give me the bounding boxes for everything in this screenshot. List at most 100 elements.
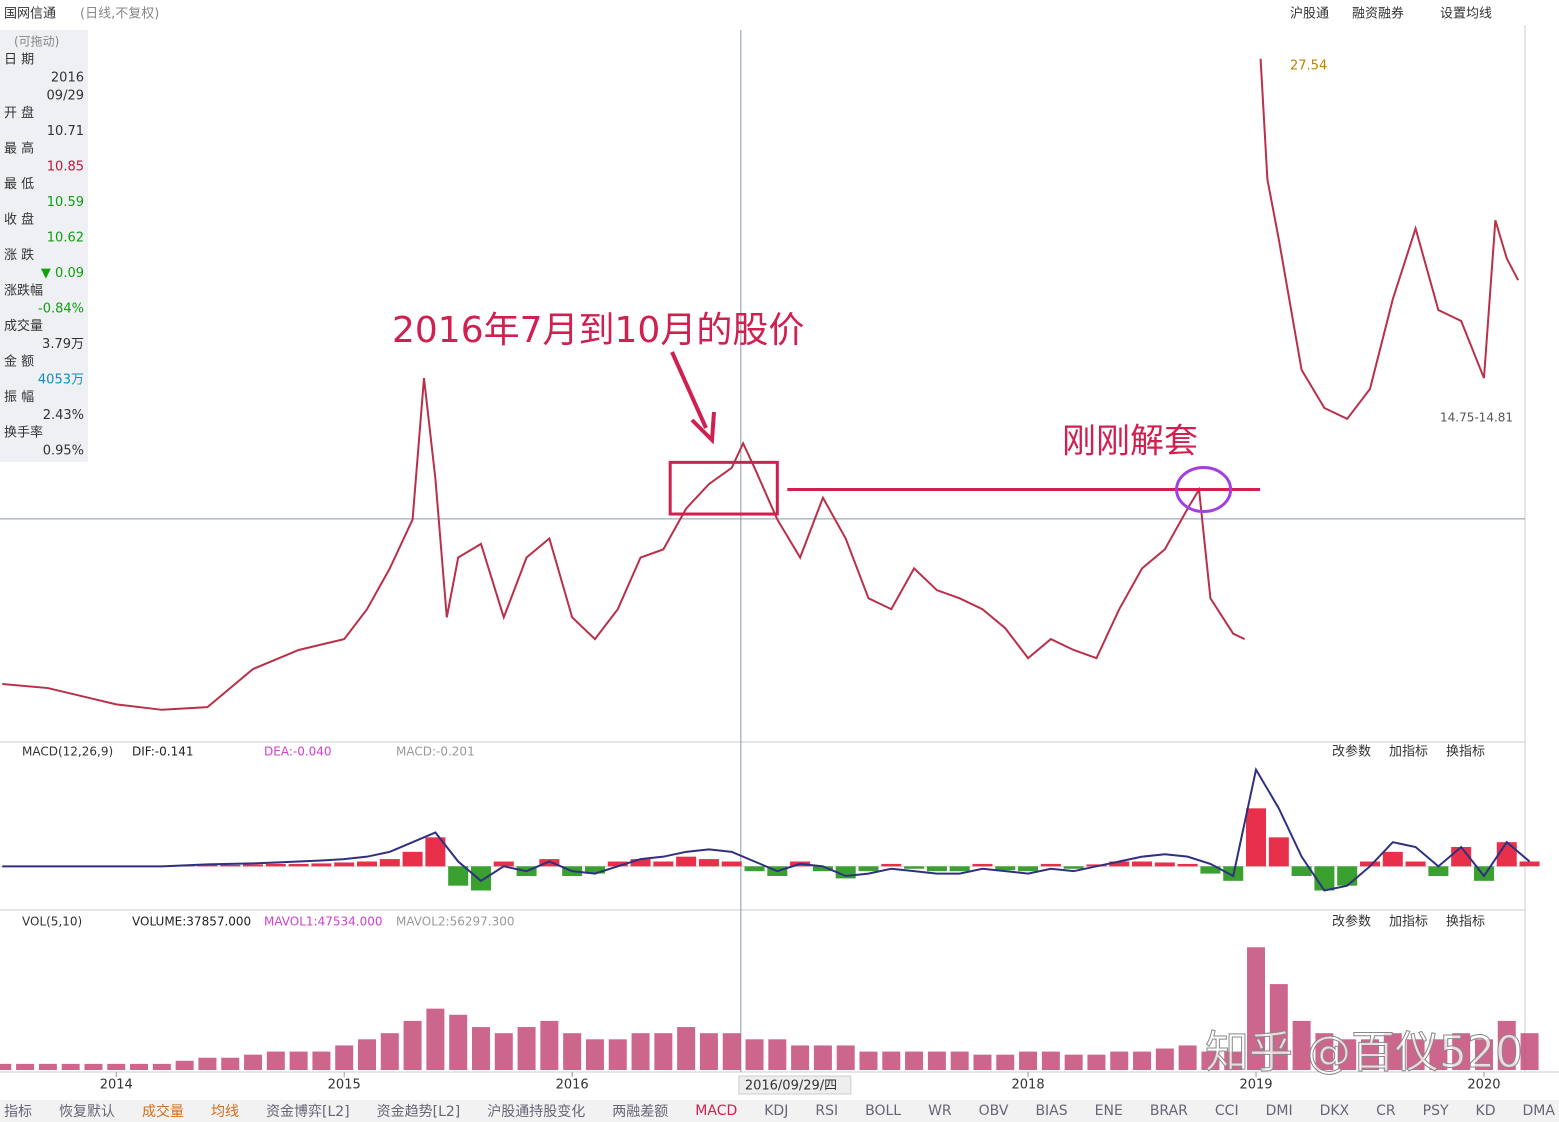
volume-bar — [449, 1014, 468, 1070]
volume-bar — [107, 1063, 126, 1070]
macd-bar — [539, 859, 560, 867]
info-label: 涨 跌 — [4, 247, 34, 263]
indicator-button[interactable]: 加指标 — [1389, 915, 1428, 930]
volume-bar — [1247, 947, 1266, 1070]
indicator-legend: MAVOL2:56297.300 — [396, 915, 515, 929]
tab[interactable]: 资金博弈[L2] — [266, 1104, 350, 1120]
macd-bar — [1337, 866, 1358, 886]
indicator-button[interactable]: 改参数 — [1332, 914, 1371, 930]
macd-bar — [858, 866, 879, 872]
volume-bar — [1019, 1051, 1038, 1070]
macd-bar — [904, 866, 925, 869]
macd-bar — [584, 866, 605, 874]
tab[interactable]: 均线 — [211, 1104, 239, 1120]
info-value: -0.84% — [38, 302, 84, 317]
info-panel — [0, 30, 88, 462]
volume-bar — [927, 1051, 946, 1070]
tab[interactable]: 资金趋势[L2] — [376, 1104, 461, 1120]
info-value: 10.62 — [47, 231, 84, 246]
volume-bar — [882, 1051, 901, 1070]
info-label: 开 盘 — [4, 105, 34, 121]
volume-bar — [1315, 1033, 1334, 1070]
x-tick-label: 2015 — [328, 1078, 361, 1093]
macd-bar — [995, 866, 1016, 871]
macd-bar — [881, 863, 902, 867]
macd-bar — [812, 866, 833, 872]
volume-bar — [1520, 1033, 1539, 1070]
tab[interactable]: MACD — [695, 1103, 738, 1119]
volume-bar — [335, 1045, 354, 1070]
tab[interactable]: BOLL — [865, 1103, 902, 1119]
tab[interactable]: WR — [928, 1103, 952, 1119]
indicator-legend: DEA:-0.040 — [264, 745, 332, 759]
volume-bar — [1429, 1039, 1448, 1070]
volume-bar — [996, 1054, 1015, 1070]
tab[interactable]: 指标 — [4, 1104, 32, 1120]
tab[interactable]: DKX — [1319, 1103, 1350, 1119]
macd-bar — [379, 859, 400, 867]
info-label: 日 期 — [4, 53, 34, 68]
tab[interactable]: ENE — [1094, 1103, 1123, 1119]
indicator-button[interactable]: 换指标 — [1446, 915, 1485, 930]
volume-bar — [0, 1063, 12, 1070]
tab[interactable]: DMI — [1265, 1103, 1293, 1119]
macd-bar — [1382, 851, 1403, 867]
volume-bar — [1474, 1039, 1493, 1070]
volume-bar — [130, 1063, 149, 1070]
volume-bar — [1087, 1054, 1106, 1070]
macd-bar — [470, 866, 491, 891]
volume-bar — [152, 1063, 171, 1070]
tab[interactable]: BRAR — [1149, 1103, 1188, 1119]
tab[interactable]: BIAS — [1035, 1103, 1068, 1119]
indicator-button[interactable]: 改参数 — [1332, 744, 1371, 760]
volume-bar — [1383, 1033, 1402, 1070]
tab[interactable]: KD — [1475, 1103, 1496, 1119]
tab[interactable]: CCI — [1214, 1103, 1239, 1119]
macd-bar — [334, 862, 355, 867]
header-link[interactable]: 沪股通 — [1290, 6, 1329, 22]
info-label: 振 幅 — [4, 390, 34, 405]
tab[interactable]: OBV — [978, 1103, 1009, 1119]
indicator-button[interactable]: 加指标 — [1389, 745, 1428, 760]
info-value: ▼ 0.09 — [41, 266, 84, 281]
volume-bar — [791, 1045, 810, 1070]
tab[interactable]: RSI — [815, 1103, 839, 1119]
macd-bar — [357, 861, 378, 867]
info-value: 10.71 — [47, 124, 84, 139]
tab[interactable]: 恢复默认 — [59, 1104, 115, 1120]
volume-bar — [244, 1054, 263, 1070]
volume-bar — [836, 1045, 855, 1070]
tab[interactable]: 成交量 — [142, 1104, 184, 1120]
volume-bar — [517, 1027, 536, 1070]
macd-bar — [676, 856, 697, 867]
macd-bar — [265, 863, 286, 867]
indicator-button[interactable]: 换指标 — [1446, 745, 1485, 760]
macd-bar — [1428, 866, 1449, 876]
tab[interactable]: CR — [1376, 1103, 1396, 1119]
header-link[interactable]: 设置均线 — [1440, 7, 1492, 22]
tab[interactable]: PSY — [1422, 1103, 1449, 1119]
volume-bar — [1497, 1020, 1516, 1070]
info-title: (可拖动) — [14, 35, 59, 49]
watermark: 知乎 @百仪520 — [1205, 1027, 1523, 1078]
tab[interactable]: 沪股通持股变化 — [487, 1104, 586, 1120]
volume-bar — [654, 1033, 673, 1070]
price-line — [1259, 58, 1520, 421]
volume-bar — [859, 1051, 878, 1070]
volume-bar — [1041, 1051, 1060, 1070]
volume-bar — [38, 1063, 57, 1070]
macd-bar — [1018, 866, 1039, 872]
x-tick-label: 2014 — [100, 1078, 133, 1093]
tab[interactable]: 两融差额 — [612, 1104, 669, 1120]
header-link[interactable]: 融资融券 — [1352, 6, 1404, 22]
tab[interactable]: DMA — [1522, 1103, 1555, 1119]
indicator-legend: MAVOL1:47534.000 — [264, 915, 383, 929]
highlight-circle — [1175, 466, 1233, 514]
macd-bar — [288, 863, 309, 867]
info-value: 3.79万 — [42, 337, 84, 352]
macd-bar — [243, 864, 264, 867]
tab[interactable]: KDJ — [764, 1103, 789, 1119]
info-value: 2016 — [51, 71, 84, 86]
